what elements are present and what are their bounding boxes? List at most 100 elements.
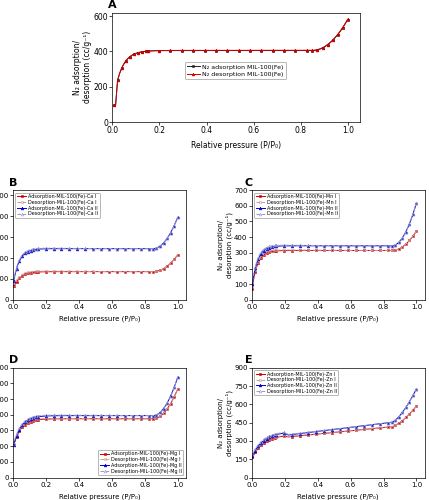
Desorption-MIL-100(Fe)-Mn II bbox=[251, 270, 257, 276]
Adsorption-MIL-100(Fe)-Ca II bbox=[39, 246, 44, 252]
Desorption-MIL-100(Fe)-Zn II bbox=[250, 452, 255, 458]
Adsorption-MIL-100(Fe)-Mn I bbox=[412, 230, 417, 236]
Line: Desorption-MIL-100(Fe)-Ca II: Desorption-MIL-100(Fe)-Ca II bbox=[12, 216, 179, 281]
Desorption-MIL-100(Fe)-Ca II bbox=[142, 246, 148, 252]
Text: D: D bbox=[9, 356, 18, 366]
Desorption-MIL-100(Fe)-Mn II bbox=[414, 200, 419, 205]
Desorption-MIL-100(Fe)-Zn I bbox=[278, 433, 283, 439]
Adsorption-MIL-100(Fe)-Mg I bbox=[11, 442, 16, 448]
Adsorption-MIL-100(Fe)-Zn II bbox=[414, 386, 419, 392]
Adsorption-MIL-100(Fe)-Ca II bbox=[79, 246, 84, 252]
Adsorption-MIL-100(Fe)-Mn II bbox=[326, 243, 331, 249]
Desorption-MIL-100(Fe)-Mn I bbox=[381, 248, 387, 254]
Desorption-MIL-100(Fe)-Ca II bbox=[39, 246, 44, 252]
N₂ desorption MIL-100(Fe) bbox=[111, 102, 116, 108]
Line: Adsorption-MIL-100(Fe)-Mn II: Adsorption-MIL-100(Fe)-Mn II bbox=[251, 202, 418, 285]
Desorption-MIL-100(Fe)-Mg I bbox=[39, 416, 44, 422]
Adsorption-MIL-100(Fe)-Mg II bbox=[11, 442, 16, 448]
Legend: Adsorption-MIL-100(Fe)-Ca I, Desorption-MIL-100(Fe)-Ca I, Adsorption-MIL-100(Fe): Adsorption-MIL-100(Fe)-Ca I, Desorption-… bbox=[15, 192, 100, 218]
Desorption-MIL-100(Fe)-Zn I bbox=[326, 430, 331, 436]
Desorption-MIL-100(Fe)-Ca I bbox=[142, 268, 148, 274]
Desorption-MIL-100(Fe)-Mn II bbox=[278, 242, 283, 248]
Adsorption-MIL-100(Fe)-Zn II bbox=[412, 389, 417, 395]
Desorption-MIL-100(Fe)-Ca I bbox=[39, 268, 44, 274]
Line: Adsorption-MIL-100(Fe)-Ca I: Adsorption-MIL-100(Fe)-Ca I bbox=[12, 254, 179, 288]
Desorption-MIL-100(Fe)-Zn II bbox=[414, 386, 419, 392]
Adsorption-MIL-100(Fe)-Ca II bbox=[35, 246, 40, 252]
Adsorption-MIL-100(Fe)-Ca I bbox=[87, 268, 92, 274]
Y-axis label: N₂ adsorption/
desorption (cc/g⁻¹): N₂ adsorption/ desorption (cc/g⁻¹) bbox=[218, 390, 233, 456]
N₂ desorption MIL-100(Fe) bbox=[287, 48, 292, 54]
Text: A: A bbox=[107, 0, 116, 10]
Adsorption-MIL-100(Fe)-Mg II bbox=[134, 412, 139, 418]
Adsorption-MIL-100(Fe)-Mg II bbox=[35, 414, 40, 420]
Adsorption-MIL-100(Fe)-Mg I bbox=[87, 416, 92, 422]
Desorption-MIL-100(Fe)-Mn II bbox=[373, 242, 378, 248]
Y-axis label: N₂ adsorption/
desorption (cc/g⁻¹): N₂ adsorption/ desorption (cc/g⁻¹) bbox=[73, 31, 92, 104]
Adsorption-MIL-100(Fe)-Ca II bbox=[134, 246, 139, 252]
Desorption-MIL-100(Fe)-Mg II bbox=[11, 440, 16, 446]
Adsorption-MIL-100(Fe)-Ca II bbox=[11, 278, 16, 284]
Line: Desorption-MIL-100(Fe)-Mg I: Desorption-MIL-100(Fe)-Mg I bbox=[12, 388, 179, 446]
N₂ adsorption MIL-100(Fe) bbox=[145, 48, 150, 54]
Line: Adsorption-MIL-100(Fe)-Zn II: Adsorption-MIL-100(Fe)-Zn II bbox=[251, 388, 418, 458]
Desorption-MIL-100(Fe)-Mn II bbox=[381, 242, 387, 248]
N₂ adsorption MIL-100(Fe) bbox=[287, 48, 292, 54]
N₂ adsorption MIL-100(Fe) bbox=[151, 48, 156, 54]
Desorption-MIL-100(Fe)-Mn I bbox=[250, 284, 255, 290]
Line: Adsorption-MIL-100(Fe)-Mg II: Adsorption-MIL-100(Fe)-Mg II bbox=[12, 376, 179, 446]
Adsorption-MIL-100(Fe)-Zn I bbox=[317, 431, 323, 437]
Desorption-MIL-100(Fe)-Mg II bbox=[87, 412, 92, 418]
Adsorption-MIL-100(Fe)-Mg II bbox=[87, 412, 92, 418]
Desorption-MIL-100(Fe)-Mn I bbox=[326, 248, 331, 254]
X-axis label: Relative pressure (P/P₀): Relative pressure (P/P₀) bbox=[297, 316, 379, 322]
Text: C: C bbox=[245, 178, 253, 188]
Desorption-MIL-100(Fe)-Mg I bbox=[95, 416, 100, 422]
Desorption-MIL-100(Fe)-Zn I bbox=[333, 429, 338, 435]
Line: Adsorption-MIL-100(Fe)-Mg I: Adsorption-MIL-100(Fe)-Mg I bbox=[12, 388, 179, 447]
Adsorption-MIL-100(Fe)-Mn II bbox=[412, 206, 417, 212]
Desorption-MIL-100(Fe)-Mg I bbox=[87, 416, 92, 422]
Adsorption-MIL-100(Fe)-Ca II bbox=[173, 218, 178, 224]
Desorption-MIL-100(Fe)-Mg I bbox=[142, 416, 148, 422]
N₂ desorption MIL-100(Fe) bbox=[299, 48, 304, 54]
X-axis label: Relative pressure (P/P₀): Relative pressure (P/P₀) bbox=[191, 141, 281, 150]
Line: Adsorption-MIL-100(Fe)-Ca II: Adsorption-MIL-100(Fe)-Ca II bbox=[12, 216, 179, 282]
Desorption-MIL-100(Fe)-Zn I bbox=[251, 450, 257, 456]
Adsorption-MIL-100(Fe)-Zn II bbox=[274, 432, 279, 438]
Line: Adsorption-MIL-100(Fe)-Mn I: Adsorption-MIL-100(Fe)-Mn I bbox=[251, 230, 418, 290]
Desorption-MIL-100(Fe)-Mn I bbox=[278, 247, 283, 253]
Legend: Adsorption-MIL-100(Fe)-Mn I, Desorption-MIL-100(Fe)-Mn I, Adsorption-MIL-100(Fe): Adsorption-MIL-100(Fe)-Mn I, Desorption-… bbox=[254, 192, 339, 218]
N₂ desorption MIL-100(Fe) bbox=[113, 102, 118, 108]
Desorption-MIL-100(Fe)-Zn II bbox=[333, 426, 338, 432]
Adsorption-MIL-100(Fe)-Zn II bbox=[250, 453, 255, 459]
Adsorption-MIL-100(Fe)-Mg I bbox=[134, 416, 139, 422]
N₂ desorption MIL-100(Fe) bbox=[151, 48, 156, 54]
Adsorption-MIL-100(Fe)-Zn I bbox=[414, 403, 419, 409]
Adsorption-MIL-100(Fe)-Ca I bbox=[175, 252, 180, 258]
Desorption-MIL-100(Fe)-Mg II bbox=[175, 374, 180, 380]
Adsorption-MIL-100(Fe)-Mg I bbox=[175, 386, 180, 392]
Adsorption-MIL-100(Fe)-Mn II bbox=[317, 243, 323, 249]
X-axis label: Relative pressure (P/P₀): Relative pressure (P/P₀) bbox=[59, 493, 140, 500]
Adsorption-MIL-100(Fe)-Mn I bbox=[317, 248, 323, 254]
Adsorption-MIL-100(Fe)-Zn I bbox=[278, 434, 283, 440]
N₂ adsorption MIL-100(Fe) bbox=[208, 48, 213, 54]
Line: Desorption-MIL-100(Fe)-Mg II: Desorption-MIL-100(Fe)-Mg II bbox=[12, 376, 179, 445]
Adsorption-MIL-100(Fe)-Mn II bbox=[278, 243, 283, 249]
Desorption-MIL-100(Fe)-Zn II bbox=[381, 420, 387, 426]
Adsorption-MIL-100(Fe)-Mn II bbox=[274, 244, 279, 250]
Desorption-MIL-100(Fe)-Zn II bbox=[278, 430, 283, 436]
Adsorption-MIL-100(Fe)-Mn II bbox=[414, 200, 419, 205]
Desorption-MIL-100(Fe)-Mn II bbox=[333, 242, 338, 248]
Adsorption-MIL-100(Fe)-Zn I bbox=[326, 430, 331, 436]
Adsorption-MIL-100(Fe)-Mg II bbox=[39, 414, 44, 420]
Desorption-MIL-100(Fe)-Zn I bbox=[381, 424, 387, 430]
Line: N₂ adsorption MIL-100(Fe): N₂ adsorption MIL-100(Fe) bbox=[112, 18, 349, 107]
N₂ adsorption MIL-100(Fe) bbox=[345, 16, 350, 22]
Y-axis label: N₂ adsorption/
desorption (cc/g⁻¹): N₂ adsorption/ desorption (cc/g⁻¹) bbox=[218, 212, 233, 278]
Adsorption-MIL-100(Fe)-Zn II bbox=[326, 427, 331, 433]
Adsorption-MIL-100(Fe)-Mg II bbox=[173, 380, 178, 386]
Desorption-MIL-100(Fe)-Ca I bbox=[12, 280, 18, 286]
Desorption-MIL-100(Fe)-Mn I bbox=[414, 228, 419, 234]
